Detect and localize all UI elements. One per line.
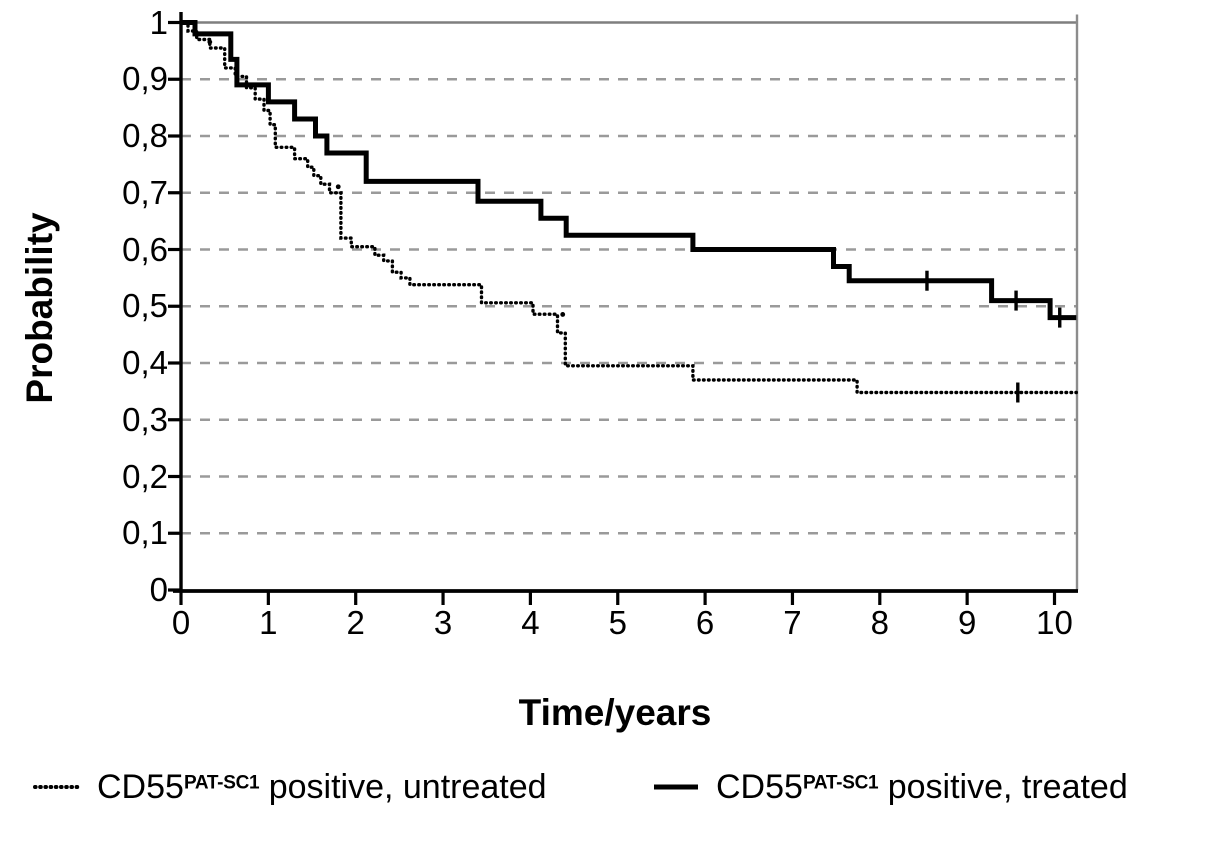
x-tick-label: 7 [783, 604, 802, 641]
y-tick-label: 0,5 [122, 287, 168, 325]
y-tick-label: 0,2 [122, 457, 168, 495]
y-tick-label: 0,3 [122, 400, 168, 438]
legend-label-base: CD55 [716, 767, 803, 806]
y-tick-label: 0 [149, 571, 168, 608]
y-tick-label: 0,9 [122, 60, 168, 98]
legend-label-rest: positive, treated [878, 767, 1128, 806]
legend-label-rest: positive, untreated [259, 767, 547, 806]
y-tick-label: 0,8 [122, 117, 168, 154]
dotted-line-swatch [33, 785, 81, 789]
censor-dot [560, 312, 566, 317]
legend-label-treated: CD55PAT-SC1 positive, treated [716, 768, 1128, 807]
y-tick-label: 0,4 [122, 344, 168, 381]
x-tick-label: 0 [171, 604, 191, 641]
x-tick-label: 4 [521, 604, 540, 641]
legend-item-untreated: CD55PAT-SC1 positive, untreated [33, 760, 547, 814]
y-tick-label: 0,6 [122, 230, 168, 268]
x-tick-label: 10 [1036, 604, 1073, 641]
x-tick-label: 2 [346, 604, 365, 641]
legend-label-superscript: PAT-SC1 [183, 772, 260, 793]
y-tick-label: 0,1 [122, 514, 168, 552]
legend: CD55PAT-SC1 positive, untreated CD55PAT-… [0, 760, 1205, 820]
legend-label-superscript: PAT-SC1 [802, 772, 879, 793]
x-tick-label: 8 [870, 604, 889, 641]
y-tick-label: 1 [149, 3, 168, 41]
censor-dot [335, 184, 341, 190]
x-tick-label: 1 [259, 604, 278, 641]
x-tick-label: 6 [695, 604, 715, 641]
treated-curve [181, 20, 1077, 321]
x-tick-label: 9 [957, 604, 977, 641]
censor-dot [207, 39, 213, 45]
legend-label-untreated: CD55PAT-SC1 positive, untreated [97, 768, 547, 807]
x-tick-label: 3 [433, 604, 453, 641]
solid-line-swatch [654, 784, 698, 790]
legend-item-treated: CD55PAT-SC1 positive, treated [652, 760, 1128, 814]
untreated-curve [179, 20, 1078, 395]
x-axis-title: Time/years [518, 692, 712, 733]
legend-label-base: CD55 [97, 767, 184, 806]
x-tick-label: 5 [608, 604, 627, 641]
y-tick-label: 0,7 [122, 173, 168, 211]
